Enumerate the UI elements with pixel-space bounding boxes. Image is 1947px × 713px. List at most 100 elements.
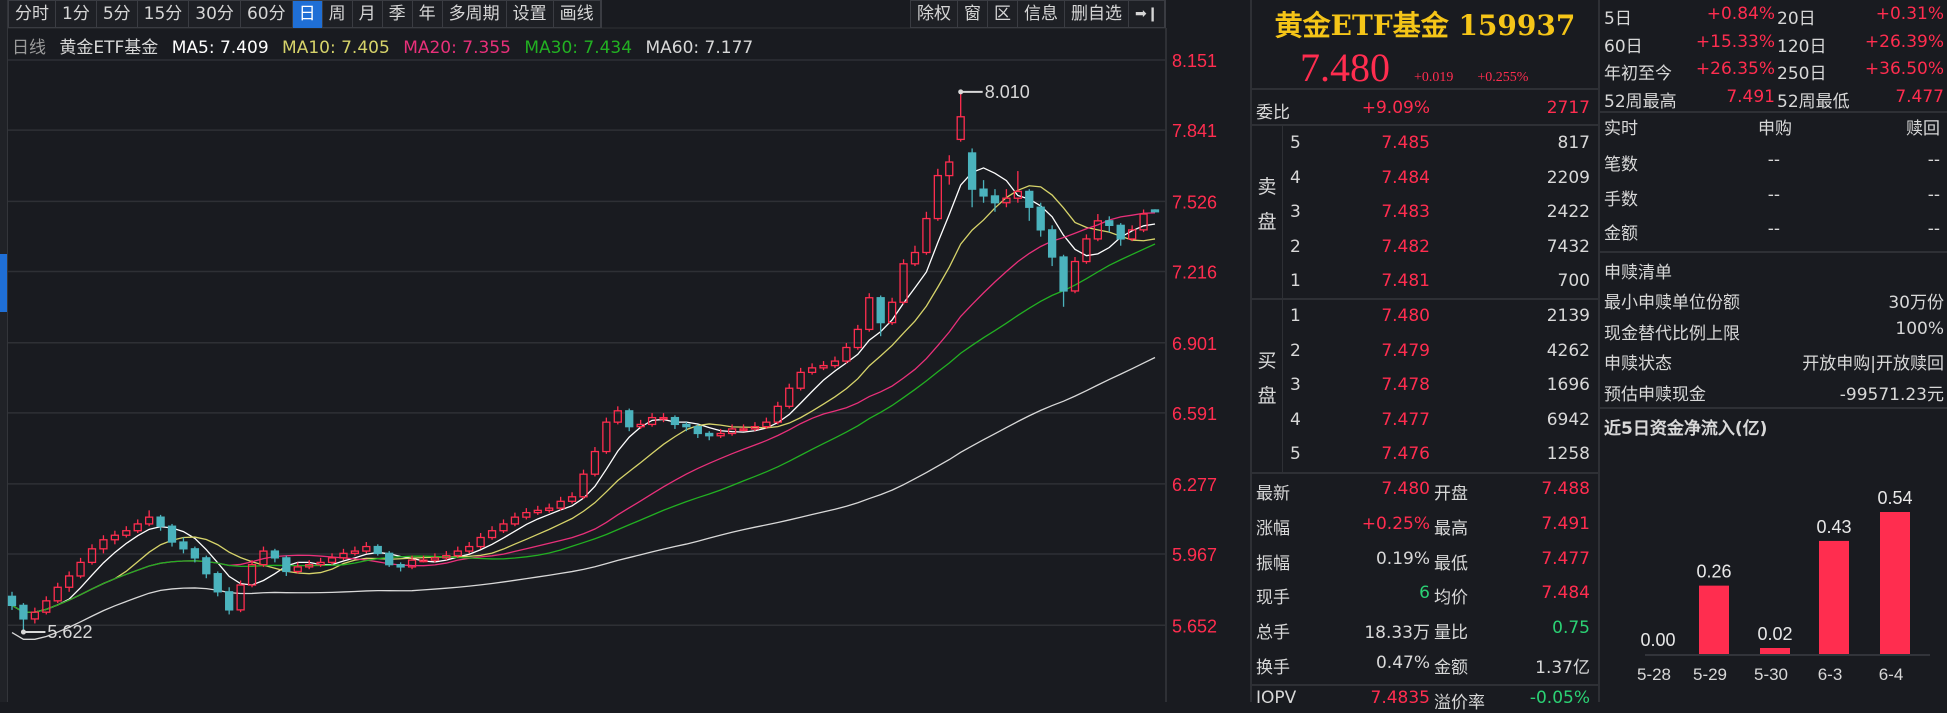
tool-button-3[interactable]: 信息 xyxy=(1018,1,1065,28)
period-tab-2[interactable]: 5分 xyxy=(97,1,138,28)
period-tab-1[interactable]: 1分 xyxy=(56,1,97,28)
price-change: +0.019 xyxy=(1414,70,1454,85)
perf-value: +15.33% xyxy=(1695,31,1775,52)
candle xyxy=(545,503,554,513)
y-tick-label: 6.277 xyxy=(1172,475,1217,495)
ma5-label: MA5: 7.409 xyxy=(171,38,269,58)
info-value: 0.19% xyxy=(1375,548,1430,569)
candle xyxy=(316,557,325,567)
candle xyxy=(1127,225,1137,242)
flow-bar-value: 0.00 xyxy=(1640,630,1675,650)
flow-bar xyxy=(1819,540,1849,654)
period-tab-4[interactable]: 30分 xyxy=(189,1,241,28)
period-tab-11[interactable]: 多周期 xyxy=(443,1,507,28)
period-tab-13[interactable]: 画线 xyxy=(554,1,601,28)
candle xyxy=(270,548,280,563)
candle xyxy=(225,587,234,615)
candle xyxy=(236,580,245,613)
realtime-label: 笔数 xyxy=(1604,155,1638,175)
candle xyxy=(156,514,165,531)
perf-label: 52周最低 xyxy=(1777,91,1850,112)
info-value: 6 xyxy=(1419,583,1430,604)
y-tick-label: 5.967 xyxy=(1172,545,1217,565)
left-strip-marker[interactable] xyxy=(0,254,7,312)
period-tab-8[interactable]: 月 xyxy=(353,1,383,28)
candle xyxy=(1070,257,1080,294)
realtime-label: 金额 xyxy=(1604,224,1638,244)
candle xyxy=(602,417,611,454)
period-tab-6[interactable]: 日 xyxy=(292,1,323,28)
info-value: 7.484 xyxy=(1541,583,1590,604)
candle xyxy=(99,535,108,554)
ma60-label: MA60: 7.177 xyxy=(645,38,754,58)
tool-button-1[interactable]: 窗 xyxy=(958,1,988,28)
redemption-label: 预估申赎现金 xyxy=(1604,384,1706,405)
tool-button-4[interactable]: 删自选 xyxy=(1065,1,1129,28)
candle xyxy=(247,560,257,588)
bid-volume: 1258 xyxy=(1546,444,1590,464)
period-tab-5[interactable]: 60分 xyxy=(241,1,293,28)
ask-price: 7.483 xyxy=(1381,202,1430,222)
candle xyxy=(533,505,542,515)
tool-button-2[interactable]: 区 xyxy=(988,1,1018,28)
candle xyxy=(110,530,120,545)
period-tab-12[interactable]: 设置 xyxy=(507,1,554,28)
info-label: 量比 xyxy=(1434,623,1468,644)
candle xyxy=(590,447,600,477)
candle xyxy=(133,519,142,533)
ask-price: 7.484 xyxy=(1381,167,1430,188)
candle xyxy=(167,523,177,547)
candle xyxy=(259,546,268,567)
candle xyxy=(762,417,771,429)
info-value: 7.480 xyxy=(1381,479,1430,499)
candle xyxy=(350,546,360,556)
last-price: 7.480 +0.019 +0.255% xyxy=(1300,44,1528,91)
side-char: 买 xyxy=(1257,349,1277,372)
redemption-label: 现金替代比例上限 xyxy=(1604,323,1740,344)
candle xyxy=(1150,209,1160,213)
info-label: 总手 xyxy=(1256,623,1290,644)
candle xyxy=(396,562,405,572)
ask-volume: 2422 xyxy=(1546,202,1590,222)
period-tab-0[interactable]: 分时 xyxy=(9,1,56,28)
ask-price: 7.482 xyxy=(1381,236,1430,257)
candle xyxy=(1047,225,1057,267)
candle xyxy=(87,544,97,565)
bid-price: 7.480 xyxy=(1381,306,1430,326)
flow-bar-date: 5-28 xyxy=(1637,665,1671,684)
period-tab-10[interactable]: 年 xyxy=(413,1,443,28)
kline-chart[interactable]: 8.151 7.841 7.526 7.216 6.901 6.591 6.277 5.967… xyxy=(0,0,1250,702)
info-label: 最新 xyxy=(1256,484,1290,504)
period-tab-3[interactable]: 15分 xyxy=(138,1,190,28)
candle xyxy=(7,591,17,610)
candle xyxy=(190,546,200,563)
flow-bar-value: 0.54 xyxy=(1877,488,1912,508)
bid-level: 4 xyxy=(1290,409,1301,430)
ask-volume: 2209 xyxy=(1546,167,1590,188)
tool-button-0[interactable]: 除权 xyxy=(911,1,958,28)
subscribe-value: -- xyxy=(1767,150,1780,170)
candle xyxy=(625,408,634,432)
ma10-line xyxy=(11,185,1156,613)
flow-bar xyxy=(1760,648,1790,654)
extreme-marker-dot xyxy=(20,629,26,635)
candle xyxy=(945,155,954,185)
period-tab-9[interactable]: 季 xyxy=(383,1,413,28)
side-label: 卖盘 xyxy=(1252,125,1282,298)
subscribe-value: -- xyxy=(1767,184,1780,205)
ask-level: 4 xyxy=(1290,167,1301,188)
candle xyxy=(476,532,485,549)
candle xyxy=(1139,209,1148,233)
redemption-title: 申赎清单 xyxy=(1604,263,1672,283)
bid-level: 2 xyxy=(1290,340,1301,361)
divider xyxy=(1250,0,1252,702)
period-tab-7[interactable]: 周 xyxy=(323,1,353,28)
arrow-to-right-icon[interactable]: ➡❙ xyxy=(1129,1,1166,28)
info-value: 7.4835 xyxy=(1370,687,1430,708)
flow-bar xyxy=(1880,512,1910,654)
redeem-value: -- xyxy=(1927,219,1940,239)
ma30-label: MA30: 7.434 xyxy=(524,38,633,58)
candle xyxy=(727,424,737,436)
info-label: 涨幅 xyxy=(1256,518,1290,539)
candle xyxy=(933,168,942,221)
